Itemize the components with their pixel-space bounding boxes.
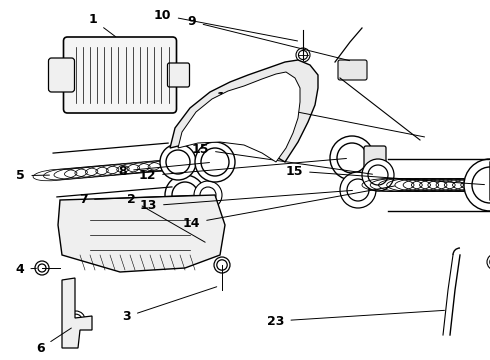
Circle shape — [330, 136, 374, 180]
Circle shape — [194, 181, 222, 209]
Circle shape — [172, 182, 198, 208]
Circle shape — [201, 148, 229, 176]
Text: 19: 19 — [0, 359, 1, 360]
Circle shape — [35, 261, 49, 275]
Text: 15: 15 — [191, 143, 372, 174]
Polygon shape — [170, 60, 318, 162]
Circle shape — [487, 254, 490, 270]
Text: 12: 12 — [138, 158, 346, 182]
Circle shape — [195, 142, 235, 182]
Circle shape — [217, 260, 227, 270]
Circle shape — [464, 159, 490, 211]
Text: 20: 20 — [0, 359, 1, 360]
Text: 23: 23 — [267, 310, 444, 328]
Text: 21: 21 — [0, 359, 1, 360]
Circle shape — [347, 179, 369, 201]
Text: 5: 5 — [16, 169, 49, 182]
Circle shape — [67, 311, 85, 329]
Circle shape — [368, 165, 388, 185]
Circle shape — [340, 172, 376, 208]
Circle shape — [337, 143, 367, 173]
Text: 3: 3 — [122, 287, 217, 323]
Text: 8: 8 — [118, 162, 209, 177]
Circle shape — [165, 175, 205, 215]
Text: 14: 14 — [182, 186, 394, 230]
Text: 7: 7 — [79, 193, 195, 206]
Polygon shape — [58, 195, 225, 272]
Text: 1: 1 — [89, 13, 116, 37]
Text: 4: 4 — [15, 263, 36, 276]
Circle shape — [38, 264, 46, 272]
FancyBboxPatch shape — [168, 63, 190, 87]
Text: 13: 13 — [139, 190, 352, 212]
Circle shape — [214, 257, 230, 273]
Text: 2: 2 — [127, 193, 205, 242]
Text: 18: 18 — [0, 359, 1, 360]
FancyBboxPatch shape — [364, 146, 386, 168]
Text: 15: 15 — [285, 165, 485, 185]
Circle shape — [70, 314, 82, 326]
Text: 16: 16 — [0, 359, 1, 360]
Text: 11: 11 — [217, 91, 424, 137]
Text: 10: 10 — [154, 9, 297, 41]
Circle shape — [298, 50, 308, 59]
Text: 6: 6 — [36, 328, 72, 355]
Circle shape — [296, 48, 310, 62]
Text: 9: 9 — [188, 15, 349, 61]
Text: 17: 17 — [0, 359, 1, 360]
Circle shape — [166, 150, 190, 174]
Polygon shape — [62, 278, 92, 348]
Circle shape — [472, 167, 490, 203]
Circle shape — [362, 159, 394, 191]
Circle shape — [200, 187, 216, 203]
Polygon shape — [178, 72, 300, 162]
FancyBboxPatch shape — [338, 60, 367, 80]
Circle shape — [160, 144, 196, 180]
FancyBboxPatch shape — [64, 37, 176, 113]
Text: 22: 22 — [0, 359, 1, 360]
FancyBboxPatch shape — [49, 58, 74, 92]
